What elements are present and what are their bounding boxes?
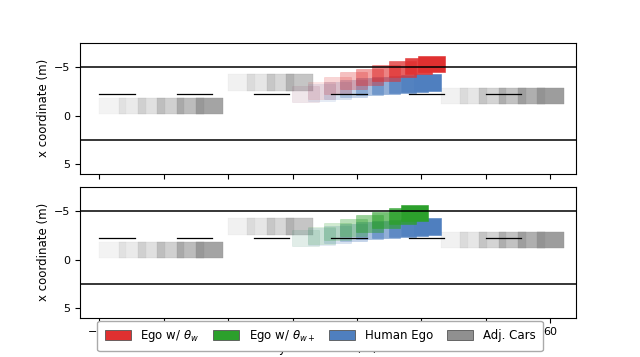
FancyBboxPatch shape xyxy=(356,222,383,239)
FancyBboxPatch shape xyxy=(196,242,223,258)
FancyBboxPatch shape xyxy=(292,86,319,102)
FancyBboxPatch shape xyxy=(138,97,165,114)
FancyBboxPatch shape xyxy=(248,218,275,235)
FancyBboxPatch shape xyxy=(286,74,313,91)
FancyBboxPatch shape xyxy=(417,56,445,72)
FancyBboxPatch shape xyxy=(340,219,367,236)
FancyBboxPatch shape xyxy=(404,58,432,74)
FancyBboxPatch shape xyxy=(372,221,399,238)
FancyBboxPatch shape xyxy=(324,77,351,94)
FancyBboxPatch shape xyxy=(324,82,351,99)
FancyBboxPatch shape xyxy=(441,232,468,248)
FancyBboxPatch shape xyxy=(460,88,487,104)
FancyBboxPatch shape xyxy=(99,97,126,114)
FancyBboxPatch shape xyxy=(177,97,204,114)
FancyBboxPatch shape xyxy=(118,97,146,114)
FancyBboxPatch shape xyxy=(118,242,146,258)
FancyBboxPatch shape xyxy=(157,242,184,258)
FancyBboxPatch shape xyxy=(99,242,126,258)
X-axis label: y coordinate (m): y coordinate (m) xyxy=(279,342,377,355)
FancyBboxPatch shape xyxy=(372,77,399,94)
FancyBboxPatch shape xyxy=(356,215,383,232)
FancyBboxPatch shape xyxy=(228,218,255,235)
FancyBboxPatch shape xyxy=(248,74,275,91)
FancyBboxPatch shape xyxy=(308,84,335,101)
FancyBboxPatch shape xyxy=(372,212,399,228)
FancyBboxPatch shape xyxy=(388,220,415,237)
FancyBboxPatch shape xyxy=(401,75,429,92)
FancyBboxPatch shape xyxy=(499,232,525,248)
FancyBboxPatch shape xyxy=(499,88,525,104)
FancyBboxPatch shape xyxy=(479,88,506,104)
FancyBboxPatch shape xyxy=(518,232,545,248)
FancyBboxPatch shape xyxy=(388,61,415,77)
Y-axis label: x coordinate (m): x coordinate (m) xyxy=(36,59,50,157)
FancyBboxPatch shape xyxy=(324,223,351,240)
FancyBboxPatch shape xyxy=(157,97,184,114)
FancyBboxPatch shape xyxy=(324,226,351,243)
FancyBboxPatch shape xyxy=(479,232,506,248)
FancyBboxPatch shape xyxy=(308,82,335,99)
FancyBboxPatch shape xyxy=(292,86,319,102)
FancyBboxPatch shape xyxy=(401,219,429,236)
FancyBboxPatch shape xyxy=(177,242,204,258)
FancyBboxPatch shape xyxy=(138,242,165,258)
FancyBboxPatch shape xyxy=(401,205,429,221)
FancyBboxPatch shape xyxy=(460,232,487,248)
FancyBboxPatch shape xyxy=(538,88,564,104)
FancyBboxPatch shape xyxy=(518,88,545,104)
FancyBboxPatch shape xyxy=(388,208,415,224)
FancyBboxPatch shape xyxy=(340,72,367,89)
FancyBboxPatch shape xyxy=(372,65,399,81)
FancyBboxPatch shape xyxy=(340,80,367,97)
FancyBboxPatch shape xyxy=(441,88,468,104)
FancyBboxPatch shape xyxy=(538,232,564,248)
Legend: Ego w/ $\theta_w$, Ego w/ $\theta_{w+}$, Human Ego, Adj. Cars: Ego w/ $\theta_w$, Ego w/ $\theta_{w+}$,… xyxy=(97,321,543,351)
FancyBboxPatch shape xyxy=(414,74,442,91)
FancyBboxPatch shape xyxy=(292,230,319,246)
FancyBboxPatch shape xyxy=(388,76,415,93)
FancyBboxPatch shape xyxy=(414,218,442,235)
FancyBboxPatch shape xyxy=(308,227,335,243)
FancyBboxPatch shape xyxy=(356,78,383,95)
FancyBboxPatch shape xyxy=(356,69,383,85)
Y-axis label: x coordinate (m): x coordinate (m) xyxy=(36,203,50,301)
FancyBboxPatch shape xyxy=(308,228,335,245)
FancyBboxPatch shape xyxy=(340,224,367,241)
FancyBboxPatch shape xyxy=(292,230,319,246)
FancyBboxPatch shape xyxy=(286,218,313,235)
FancyBboxPatch shape xyxy=(267,74,294,91)
FancyBboxPatch shape xyxy=(228,74,255,91)
FancyBboxPatch shape xyxy=(196,97,223,114)
FancyBboxPatch shape xyxy=(267,218,294,235)
